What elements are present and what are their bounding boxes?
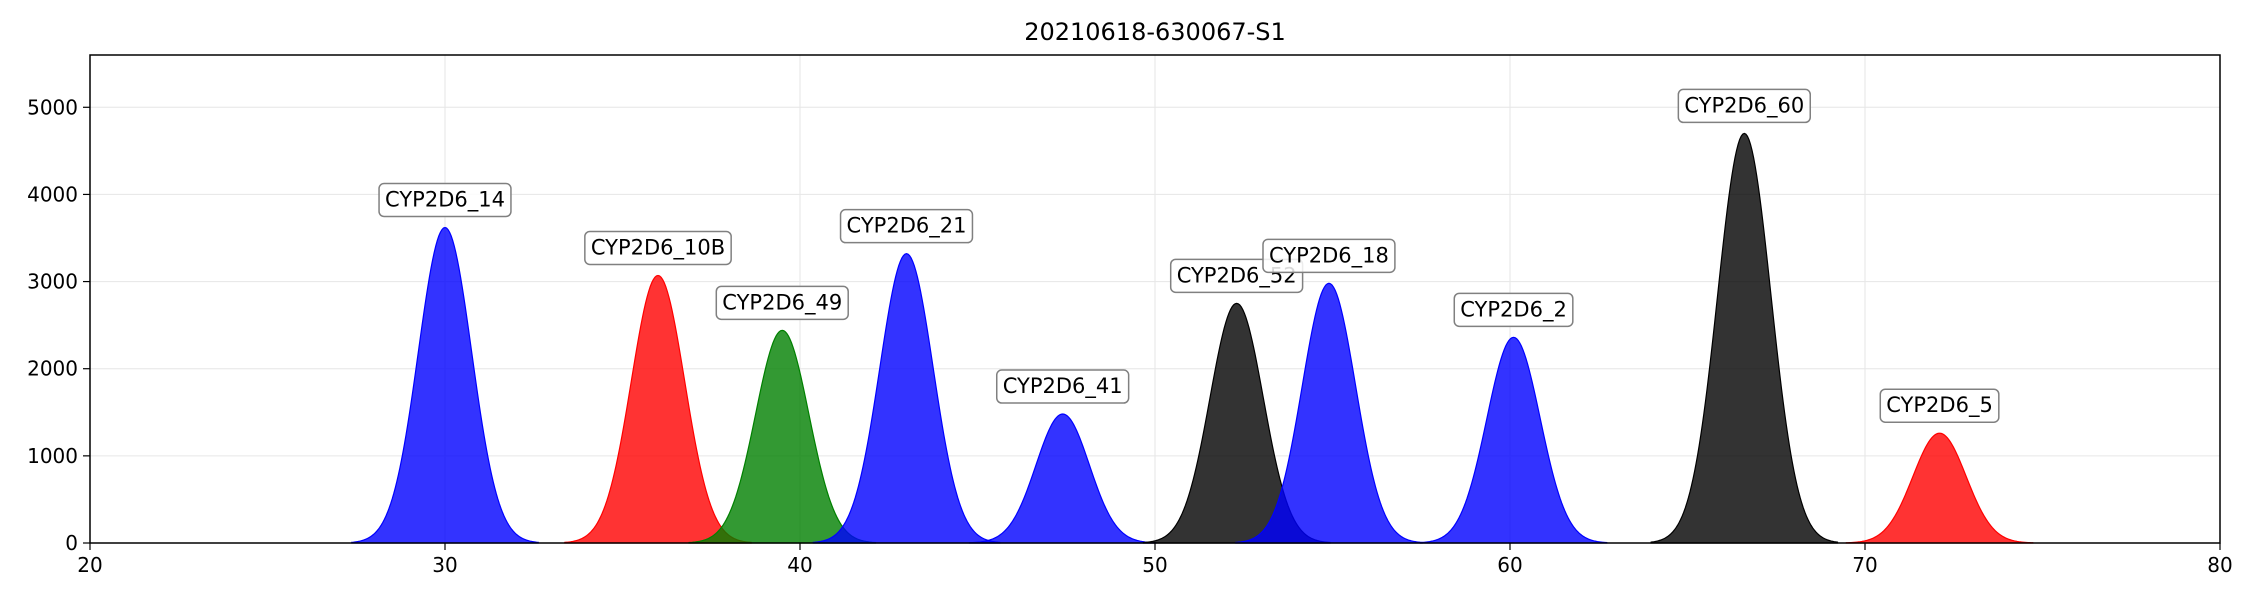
- peak-label-box: [715, 285, 849, 321]
- peak-CYP2D6_2: [1419, 336, 1608, 544]
- x-axis: 20 30 40 50 60 70 80: [77, 543, 2233, 577]
- peak-CYP2D6_5: [1845, 432, 2034, 544]
- peak-label: CYP2D6_21: [839, 208, 974, 244]
- peak-label-box: [839, 208, 974, 244]
- peak-label: CYP2D6_14: [378, 182, 512, 218]
- y-tick-label: 4000: [27, 182, 78, 206]
- peak-CYP2D6_60: [1650, 132, 1839, 544]
- y-axis: 0 1000 2000 3000 4000 5000: [27, 95, 90, 555]
- peak-label-text: CYP2D6_41: [1003, 374, 1123, 399]
- peak-labels: CYP2D6_14 CYP2D6_10B CYP2D6_49 CYP2D6_21 CYP…: [378, 88, 2000, 423]
- peak-label-box: [995, 369, 1130, 404]
- x-tick-label: 60: [1497, 553, 1522, 577]
- peak-label-text: CYP2D6_5: [1886, 393, 1993, 418]
- chart-title: 20210618-630067-S1: [1024, 18, 1286, 46]
- peak-CYP2D6_41: [968, 413, 1157, 544]
- peak-CYP2D6_18: [1235, 282, 1423, 544]
- x-tick-label: 70: [1852, 553, 1877, 577]
- peak-label-box: [378, 182, 512, 218]
- peak-label: CYP2D6_5: [1879, 388, 2000, 423]
- peak-label-text: CYP2D6_49: [722, 290, 842, 315]
- peak-label-text: CYP2D6_10B: [591, 235, 725, 260]
- peak-label: CYP2D6_60: [1677, 88, 1812, 124]
- peak-label-box: [584, 230, 732, 266]
- y-tick-label: 1000: [27, 444, 78, 468]
- peak-label-box: [1879, 388, 2000, 423]
- x-tick-label: 40: [787, 553, 812, 577]
- peak-label: CYP2D6_10B: [584, 230, 732, 266]
- peak-label-text: CYP2D6_60: [1684, 93, 1804, 118]
- y-tick-label: 2000: [27, 357, 78, 381]
- peak-label-box: [1677, 88, 1812, 124]
- peak-CYP2D6_21: [812, 253, 1001, 544]
- y-tick-label: 5000: [27, 95, 78, 119]
- peak-CYP2D6_49: [688, 329, 877, 544]
- peaks: [351, 132, 2034, 544]
- peak-label-box: [1262, 238, 1396, 274]
- peak-label: CYP2D6_41: [995, 369, 1130, 404]
- peak-label: CYP2D6_18: [1262, 238, 1396, 274]
- y-tick-label: 0: [65, 531, 78, 555]
- peak-CYP2D6_14: [351, 226, 539, 544]
- peak-label-text: CYP2D6_14: [385, 188, 505, 213]
- peak-label-text: CYP2D6_21: [847, 214, 967, 239]
- peak-label: CYP2D6_49: [715, 285, 849, 321]
- peak-label-text: CYP2D6_18: [1269, 243, 1389, 268]
- peak-label: CYP2D6_2: [1453, 292, 1574, 328]
- x-tick-label: 50: [1142, 553, 1167, 577]
- x-tick-label: 80: [2207, 553, 2232, 577]
- peak-label-text: CYP2D6_2: [1460, 297, 1567, 322]
- y-tick-label: 3000: [27, 270, 78, 294]
- peak-label-box: [1453, 292, 1574, 328]
- x-tick-label: 20: [77, 553, 102, 577]
- x-tick-label: 30: [432, 553, 457, 577]
